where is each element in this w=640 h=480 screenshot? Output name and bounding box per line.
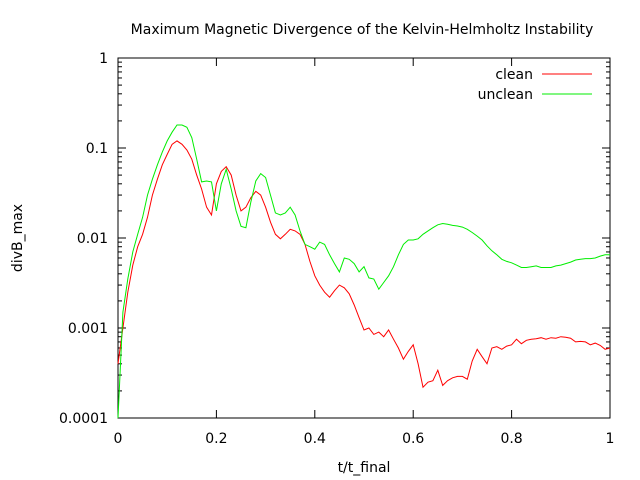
y-tick-label: 0.1 <box>86 141 108 157</box>
series-line-unclean <box>117 124 610 419</box>
x-tick-label: 0.8 <box>500 431 522 447</box>
x-tick-label: 0 <box>114 431 123 447</box>
plot-frame <box>117 57 611 419</box>
legend: clean unclean <box>478 67 592 103</box>
x-tick-label: 0.2 <box>205 431 227 447</box>
axis-ticks: 0 0.2 0.4 0.6 0.8 1 0.0001 0.001 0.01 0.1 1 <box>59 51 614 447</box>
y-tick-label: 0.0001 <box>59 411 108 427</box>
legend-label-clean: clean <box>495 67 533 83</box>
x-axis-label: t/t_final <box>338 460 391 476</box>
series-lines <box>117 124 611 419</box>
x-tick-label: 0.6 <box>402 431 424 447</box>
legend-label-unclean: unclean <box>478 87 533 103</box>
y-axis-label: divB_max <box>10 204 26 272</box>
series-line-clean <box>117 140 611 389</box>
x-tick-label: 0.4 <box>304 431 326 447</box>
x-tick-label: 1 <box>606 431 615 447</box>
chart-title: Maximum Magnetic Divergence of the Kelvi… <box>131 22 594 38</box>
y-tick-label: 1 <box>99 51 108 67</box>
y-tick-label: 0.001 <box>68 321 108 337</box>
y-tick-label: 0.01 <box>77 231 108 247</box>
